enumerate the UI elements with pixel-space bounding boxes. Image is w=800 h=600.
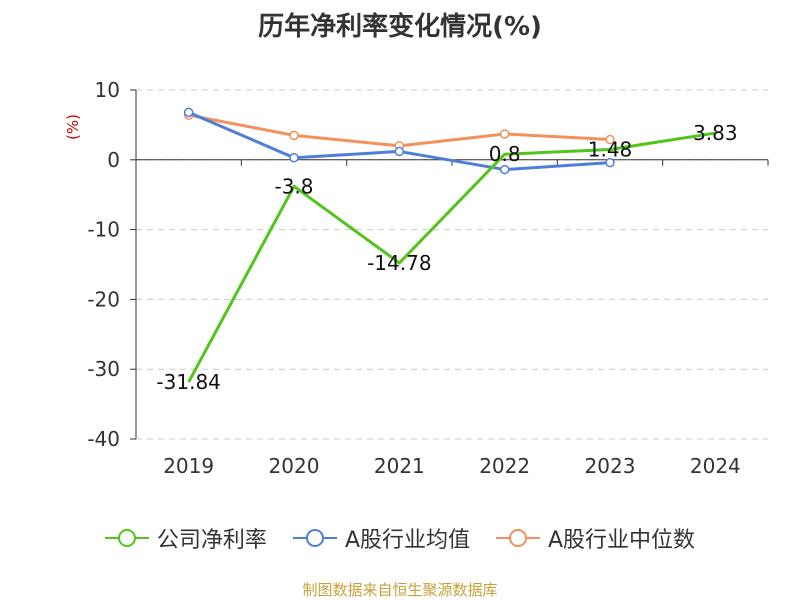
x-tick-label: 2019 <box>163 454 214 478</box>
y-tick-label: -40 <box>87 427 120 451</box>
data-label: 3.83 <box>693 121 738 145</box>
series-line <box>187 131 716 383</box>
data-label: 1.48 <box>588 137 633 161</box>
chart-title: 历年净利率变化情况(%) <box>258 12 542 42</box>
y-tick-label: 10 <box>95 78 120 102</box>
data-point <box>605 134 615 145</box>
data-point <box>499 164 510 175</box>
y-tick-label: -10 <box>87 218 120 242</box>
data-label: 0.8 <box>489 142 521 166</box>
legend-marker-industry-median <box>496 529 540 547</box>
data-label: -14.78 <box>367 251 431 275</box>
x-tick-label: 2024 <box>690 454 741 478</box>
data-point <box>394 146 405 157</box>
legend-marker-company <box>104 529 149 547</box>
x-tick-label: 2020 <box>269 454 320 478</box>
x-tick-label: 2023 <box>585 454 636 478</box>
data-point <box>499 129 510 139</box>
series-line <box>188 110 611 172</box>
data-label: -31.84 <box>156 370 220 394</box>
data-label: -3.8 <box>274 174 313 198</box>
y-tick-label: -20 <box>87 287 120 311</box>
x-tick-label: 2022 <box>479 454 530 478</box>
y-axis-label: (%) <box>64 114 82 140</box>
x-tick-label: 2021 <box>374 454 425 478</box>
legend-item-industry-mean[interactable]: A股行业均值 <box>292 522 470 554</box>
data-point <box>605 157 615 168</box>
legend: 公司净利率 A股行业均值 A股行业中位数 <box>0 522 800 554</box>
source-footer: 制图数据来自恒生聚源数据库 <box>302 581 498 599</box>
legend-marker-industry-mean <box>292 529 337 547</box>
legend-label-industry-median: A股行业中位数 <box>548 528 696 553</box>
legend-item-company[interactable]: 公司净利率 <box>104 522 267 554</box>
legend-item-industry-median[interactable]: A股行业中位数 <box>496 522 695 554</box>
data-point <box>289 152 299 163</box>
y-tick-label: 0 <box>107 148 120 172</box>
legend-label-company: 公司净利率 <box>156 528 267 553</box>
y-tick-label: -30 <box>87 357 120 381</box>
legend-label-industry-mean: A股行业均值 <box>344 528 470 553</box>
data-point <box>289 130 299 141</box>
data-point <box>183 107 194 118</box>
